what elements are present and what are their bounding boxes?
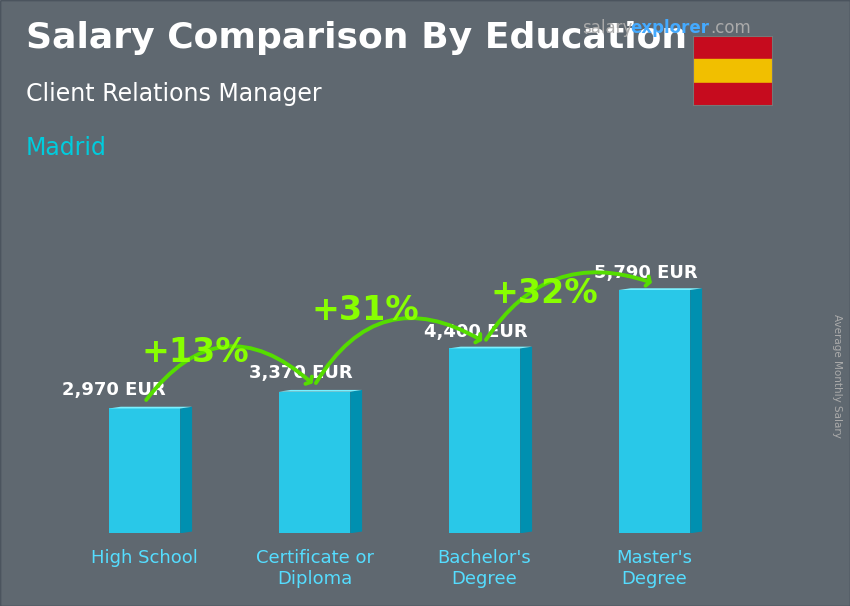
Text: 2,970 EUR: 2,970 EUR — [62, 381, 166, 399]
Polygon shape — [520, 347, 532, 533]
Text: 5,790 EUR: 5,790 EUR — [594, 264, 698, 282]
Polygon shape — [279, 390, 362, 391]
Bar — [279, 391, 350, 533]
Polygon shape — [109, 407, 192, 408]
Text: Client Relations Manager: Client Relations Manager — [26, 82, 321, 106]
Text: Average Monthly Salary: Average Monthly Salary — [832, 314, 842, 438]
Bar — [693, 84, 774, 106]
Bar — [693, 59, 774, 84]
Polygon shape — [619, 288, 702, 290]
Text: salary: salary — [582, 19, 632, 38]
Polygon shape — [350, 390, 362, 533]
Text: .com: .com — [711, 19, 751, 38]
Text: Salary Comparison By Education: Salary Comparison By Education — [26, 21, 687, 55]
Text: +31%: +31% — [312, 294, 419, 327]
Bar — [109, 408, 180, 533]
Text: Madrid: Madrid — [26, 136, 106, 161]
Bar — [619, 290, 690, 533]
Text: +32%: +32% — [490, 278, 598, 310]
Text: explorer: explorer — [631, 19, 710, 38]
Polygon shape — [690, 288, 702, 533]
Polygon shape — [449, 347, 532, 348]
Bar — [693, 36, 774, 59]
Text: 3,370 EUR: 3,370 EUR — [249, 364, 353, 382]
Bar — [449, 348, 520, 533]
Text: +13%: +13% — [142, 336, 249, 369]
Polygon shape — [180, 407, 192, 533]
Text: 4,400 EUR: 4,400 EUR — [424, 323, 528, 341]
